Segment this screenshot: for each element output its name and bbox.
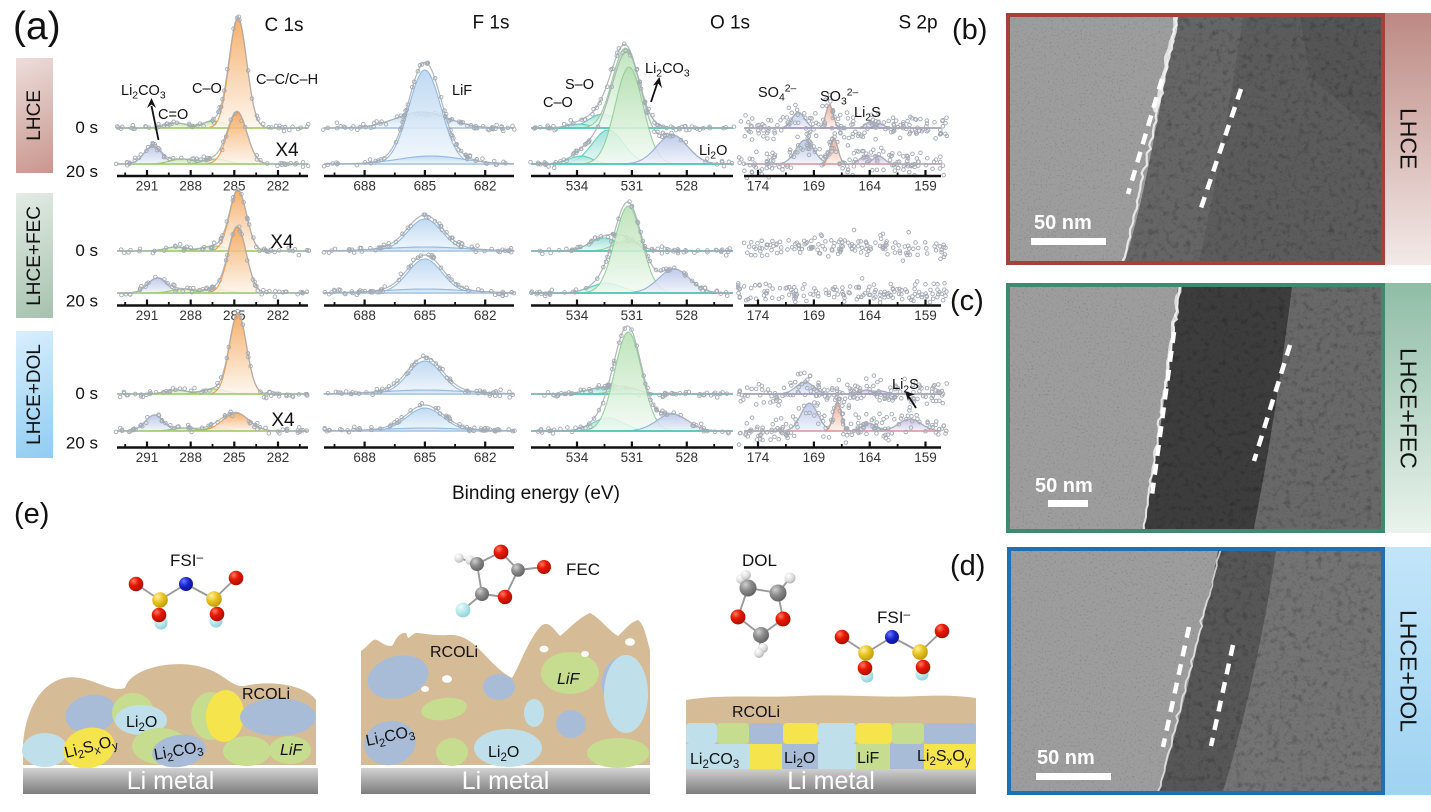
svg-text:0 s: 0 s	[75, 241, 98, 260]
svg-text:X4: X4	[270, 232, 294, 253]
svg-text:159: 159	[914, 179, 937, 194]
svg-text:C 1s: C 1s	[264, 15, 303, 36]
svg-text:LiF: LiF	[452, 83, 472, 99]
svg-text:C–C/C–H: C–C/C–H	[256, 72, 318, 88]
svg-text:282: 282	[267, 308, 290, 323]
svg-text:Li2S: Li2S	[892, 377, 919, 396]
svg-text:Li2CO3: Li2CO3	[364, 723, 416, 753]
svg-text:Li2S: Li2S	[854, 105, 881, 124]
svg-text:S 2p: S 2p	[898, 13, 937, 34]
svg-text:288: 288	[179, 179, 202, 194]
svg-text:FSI–: FSI–	[877, 607, 910, 627]
svg-text:282: 282	[267, 450, 290, 465]
svg-text:C–O: C–O	[543, 95, 573, 111]
svg-text:F 1s: F 1s	[473, 13, 510, 34]
svg-text:0 s: 0 s	[75, 384, 98, 403]
svg-text:20 s: 20 s	[66, 162, 98, 181]
svg-text:Li2CO3: Li2CO3	[121, 83, 166, 102]
svg-text:685: 685	[414, 308, 437, 323]
svg-text:RCOLi: RCOLi	[430, 644, 478, 661]
svg-text:SO32–: SO32–	[820, 88, 859, 108]
svg-text:534: 534	[566, 450, 589, 465]
svg-text:285: 285	[223, 450, 246, 465]
svg-text:50 nm: 50 nm	[1037, 747, 1095, 769]
svg-text:164: 164	[858, 308, 881, 323]
svg-text:682: 682	[474, 308, 497, 323]
svg-text:Li2CO3: Li2CO3	[645, 61, 690, 80]
svg-text:Li2O: Li2O	[699, 143, 727, 162]
svg-text:682: 682	[474, 450, 497, 465]
svg-text:291: 291	[136, 179, 159, 194]
svg-text:Li2CO3: Li2CO3	[690, 751, 739, 771]
svg-text:FEC: FEC	[566, 560, 600, 579]
svg-text:50 nm: 50 nm	[1034, 212, 1092, 234]
svg-text:685: 685	[414, 450, 437, 465]
svg-text:Li2O: Li2O	[126, 714, 157, 734]
svg-text:RCOLi: RCOLi	[242, 686, 290, 703]
svg-text:FSI–: FSI–	[170, 550, 203, 570]
svg-text:LiF: LiF	[857, 750, 879, 767]
svg-text:688: 688	[353, 450, 376, 465]
svg-text:50 nm: 50 nm	[1035, 475, 1093, 497]
svg-text:SO42–: SO42–	[758, 84, 797, 104]
svg-text:X4: X4	[271, 410, 295, 431]
svg-text:169: 169	[803, 450, 826, 465]
svg-text:288: 288	[179, 450, 202, 465]
svg-text:531: 531	[621, 308, 644, 323]
svg-text:RCOLi: RCOLi	[732, 704, 780, 721]
svg-text:164: 164	[858, 179, 881, 194]
svg-text:0 s: 0 s	[75, 118, 98, 137]
svg-text:169: 169	[803, 179, 826, 194]
svg-text:164: 164	[858, 450, 881, 465]
svg-text:DOL: DOL	[742, 551, 777, 570]
svg-text:20 s: 20 s	[66, 434, 98, 453]
svg-text:291: 291	[136, 450, 159, 465]
svg-text:Li2SxOy: Li2SxOy	[917, 748, 971, 768]
svg-text:Li2SxOy: Li2SxOy	[63, 732, 120, 764]
svg-text:288: 288	[179, 308, 202, 323]
svg-text:285: 285	[223, 179, 246, 194]
svg-text:C=O: C=O	[158, 107, 188, 123]
svg-text:531: 531	[621, 179, 644, 194]
svg-text:282: 282	[267, 179, 290, 194]
svg-text:291: 291	[136, 308, 159, 323]
svg-text:685: 685	[414, 179, 437, 194]
svg-text:X4: X4	[275, 140, 299, 161]
svg-text:174: 174	[747, 308, 770, 323]
svg-text:Li2O: Li2O	[784, 750, 815, 770]
svg-text:534: 534	[566, 308, 589, 323]
svg-text:169: 169	[803, 308, 826, 323]
svg-text:688: 688	[353, 308, 376, 323]
svg-text:528: 528	[676, 450, 699, 465]
svg-text:Li2O: Li2O	[488, 744, 519, 764]
svg-text:20 s: 20 s	[66, 292, 98, 311]
svg-text:159: 159	[914, 450, 937, 465]
svg-text:174: 174	[747, 450, 770, 465]
svg-text:Li metal: Li metal	[787, 767, 875, 795]
svg-text:688: 688	[353, 179, 376, 194]
svg-text:528: 528	[676, 308, 699, 323]
svg-text:531: 531	[621, 450, 644, 465]
svg-text:159: 159	[914, 308, 937, 323]
svg-text:682: 682	[474, 179, 497, 194]
svg-text:Li metal: Li metal	[462, 767, 550, 795]
svg-text:528: 528	[676, 179, 699, 194]
svg-text:Li metal: Li metal	[127, 767, 215, 795]
svg-text:C–O: C–O	[192, 81, 222, 97]
svg-text:174: 174	[747, 179, 770, 194]
svg-text:LiF: LiF	[280, 742, 303, 759]
svg-text:534: 534	[566, 179, 589, 194]
svg-text:O 1s: O 1s	[710, 13, 750, 34]
svg-text:Li2CO3: Li2CO3	[153, 739, 205, 767]
svg-text:LiF: LiF	[557, 671, 580, 688]
svg-text:S–O: S–O	[565, 77, 594, 93]
